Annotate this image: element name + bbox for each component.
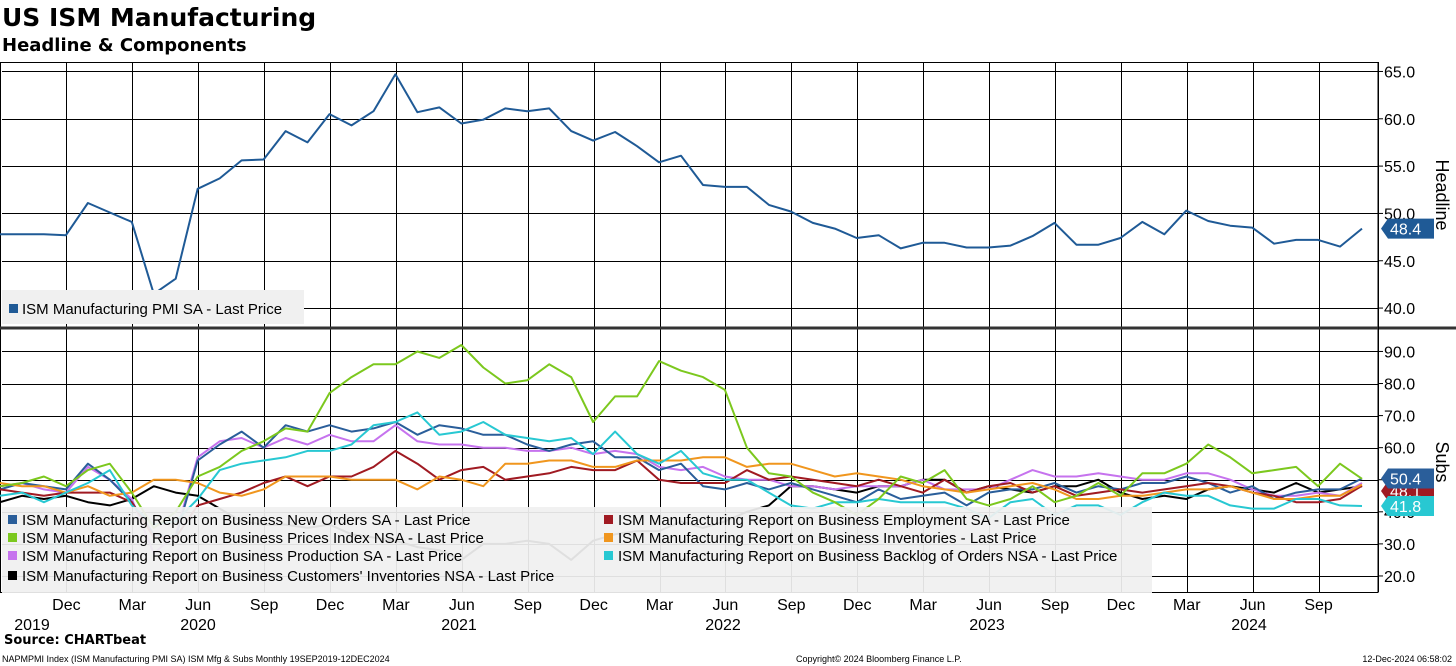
footer-copyright: Copyright© 2024 Bloomberg Finance L.P. (796, 654, 962, 664)
x-tick-label-month: Dec (1107, 597, 1135, 614)
value-callout-shape (1381, 218, 1434, 239)
y-tick-label-headline: 55.0 (1384, 159, 1415, 176)
x-tick-label-month: Mar (646, 597, 674, 614)
y-tick-label-subs: 20.0 (1384, 569, 1415, 586)
x-tick-label-month: Jun (713, 597, 739, 614)
legend-entry: ISM Manufacturing Report on Business New… (22, 512, 471, 529)
series-line-new_orders (0, 421, 1363, 539)
legend-entry: ISM Manufacturing Report on Business Bac… (618, 548, 1117, 565)
x-tick-label-month: Jun (1240, 597, 1266, 614)
x-tick-label-year: 2021 (441, 617, 477, 634)
y-tick-label-subs: 90.0 (1384, 344, 1415, 361)
x-tick-label-month: Jun (976, 597, 1002, 614)
y-axis-title-subs: Subs (1432, 441, 1452, 482)
footer-timestamp: 12-Dec-2024 06:58:02 (1362, 654, 1452, 664)
legend-swatch (604, 551, 613, 560)
series-line-backlog (0, 411, 1363, 526)
chart-title: US ISM Manufacturing (2, 3, 317, 32)
series-line-inventories (0, 456, 1363, 500)
x-tick-label-month: Mar (909, 597, 937, 614)
y-tick-label-headline: 40.0 (1384, 301, 1415, 318)
subs-legend (2, 507, 1152, 593)
series-line-prices (0, 344, 1363, 529)
y-tick-label-headline: 65.0 (1384, 64, 1415, 81)
legend-swatch (604, 533, 613, 542)
value-callout-shape (1381, 468, 1434, 489)
legend-background (2, 507, 1152, 593)
x-tick-label-year: 2023 (969, 617, 1005, 634)
legend-swatch (8, 515, 17, 524)
y-tick-label-subs: 60.0 (1384, 441, 1415, 458)
legend-swatch (8, 551, 17, 560)
x-tick-label-month: Dec (316, 597, 344, 614)
x-tick-label-year: 2024 (1231, 617, 1267, 634)
legend-entry: ISM Manufacturing Report on Business Pri… (22, 530, 484, 547)
x-tick-label-month: Dec (579, 597, 607, 614)
headline-last-value (1381, 218, 1434, 239)
y-tick-label-subs: 80.0 (1384, 377, 1415, 394)
x-tick-label-year: 2019 (14, 617, 50, 634)
x-tick-label-month: Mar (382, 597, 410, 614)
source-note: Source: CHARTbeat (4, 633, 147, 648)
legend-entry: ISM Manufacturing Report on Business Inv… (618, 530, 1037, 547)
x-tick-label-month: Sep (777, 597, 806, 614)
legend-swatch (9, 304, 18, 313)
x-tick-label-month: Mar (1173, 597, 1201, 614)
x-tick-label-year: 2020 (180, 617, 216, 634)
chart-subtitle: Headline & Components (2, 35, 247, 56)
footer-index-note: NAPMPMI Index (ISM Manufacturing PMI SA)… (2, 654, 390, 664)
x-tick-label-month: Dec (52, 597, 80, 614)
y-axis-title-headline: Headline (1432, 159, 1452, 230)
value-callout-label: 48.4 (1390, 222, 1421, 239)
value-callout-label: 41.8 (1390, 499, 1421, 516)
legend-entry: ISM Manufacturing Report on Business Emp… (618, 512, 1070, 529)
x-tick-label-month: Sep (250, 597, 279, 614)
y-tick-label-subs: 70.0 (1384, 409, 1415, 426)
legend-swatch (8, 533, 17, 542)
x-tick-label-month: Sep (513, 597, 542, 614)
y-tick-label-headline: 45.0 (1384, 254, 1415, 271)
legend-swatch (604, 515, 613, 524)
series-line-headline (0, 73, 1363, 295)
x-tick-label-month: Jun (185, 597, 211, 614)
x-tick-label-month: Sep (1041, 597, 1070, 614)
legend-entry: ISM Manufacturing Report on Business Pro… (22, 548, 462, 565)
backlog-last-value (1381, 496, 1434, 517)
x-tick-label-month: Jun (449, 597, 475, 614)
y-tick-label-subs: 30.0 (1384, 537, 1415, 554)
x-tick-label-year: 2022 (705, 617, 741, 634)
value-callout-label: 50.4 (1390, 471, 1421, 488)
headline-legend (2, 290, 304, 324)
series-line-employment (0, 449, 1363, 539)
value-callout-shape (1381, 496, 1434, 517)
x-tick-label-month: Sep (1304, 597, 1333, 614)
new-orders-last-value (1381, 468, 1434, 489)
legend-entry: ISM Manufacturing PMI SA - Last Price (22, 301, 282, 318)
y-tick-label-headline: 60.0 (1384, 112, 1415, 129)
legend-swatch (8, 571, 17, 580)
x-tick-label-month: Dec (843, 597, 871, 614)
legend-background (2, 290, 304, 324)
legend-entry: ISM Manufacturing Report on Business Cus… (22, 568, 554, 585)
x-tick-label-month: Mar (119, 597, 147, 614)
